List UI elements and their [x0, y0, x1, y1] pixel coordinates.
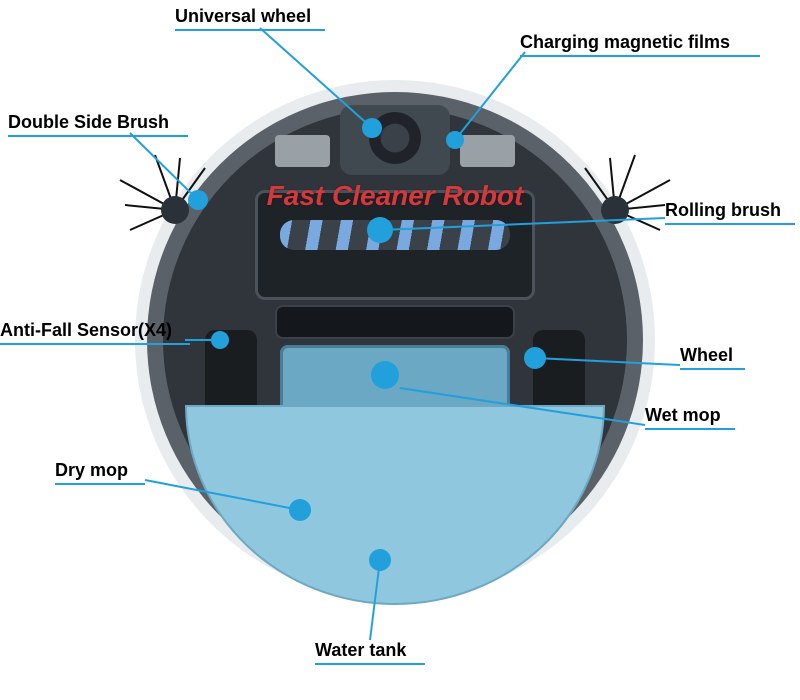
callout-dot-wet_mop: [371, 361, 399, 389]
label-dry_mop: Dry mop: [55, 460, 145, 485]
label-rolling_brush: Rolling brush: [665, 200, 795, 225]
watermark-text: Fast Cleaner Robot: [245, 180, 545, 212]
label-universal_wheel: Universal wheel: [175, 6, 325, 31]
label-water_tank: Water tank: [315, 640, 425, 665]
label-double_side_brush: Double Side Brush: [8, 112, 188, 137]
side-brush-left: [115, 150, 235, 270]
label-charging_films: Charging magnetic films: [520, 32, 760, 57]
label-wheel: Wheel: [680, 345, 745, 370]
callout-dot-dry_mop: [289, 499, 311, 521]
charging-pad-right: [460, 135, 515, 167]
label-anti_fall: Anti-Fall Sensor(X4): [0, 320, 190, 345]
side-brush-right: [555, 150, 675, 270]
dust-slot: [275, 305, 515, 339]
charging-pad-left: [275, 135, 330, 167]
dry-mop-arc: [185, 405, 605, 605]
leader-anti_fall: [185, 339, 220, 341]
label-wet_mop: Wet mop: [645, 405, 735, 430]
